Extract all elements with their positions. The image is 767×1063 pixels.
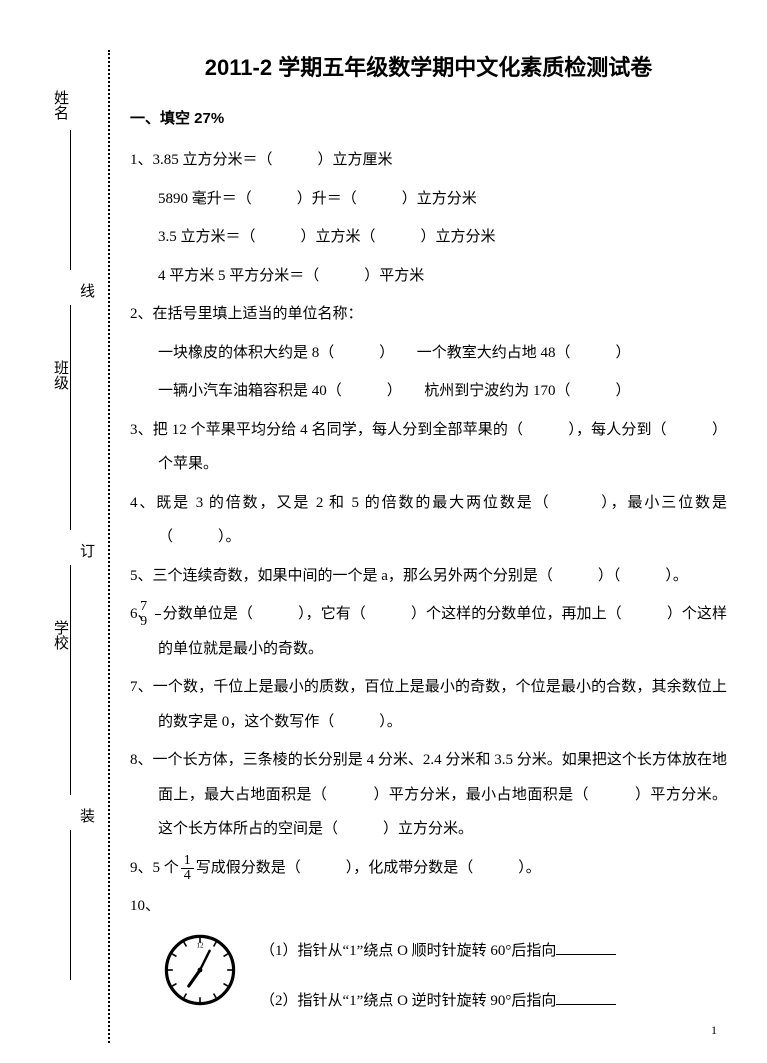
binding-class-line — [70, 400, 72, 530]
page-number: 1 — [711, 1023, 717, 1038]
q3-text: 3、把 12 个苹果平均分给 4 名同学，每人分到全部苹果的（ ），每人分到（ … — [130, 413, 727, 482]
q9-pre: 9、5 个 — [130, 860, 179, 876]
q5: 5、三个连续奇数，如果中间的一个是 a，那么另外两个分别是（ ）（ ）。 — [130, 559, 727, 594]
binding-ding: 订 — [80, 540, 95, 561]
q3: 3、把 12 个苹果平均分给 4 名同学，每人分到全部苹果的（ ），每人分到（ … — [130, 413, 727, 482]
q10-body: 12 （1）指针从“1”绕点 O 顺时针旋转 60°后指向 （2）指针从“1”绕… — [130, 930, 727, 1036]
q4: 4、既是 3 的倍数，又是 2 和 5 的倍数的最大两位数是（ ），最小三位数是… — [130, 486, 727, 555]
binding-class-label: 班级 — [50, 360, 71, 390]
q6-fraction: 79 — [155, 600, 161, 629]
q10-sub1: （1）指针从“1”绕点 O 顺时针旋转 60°后指向 — [260, 936, 727, 966]
page-content: 2011-2 学期五年级数学期中文化素质检测试卷 一、填空 27% 1、3.85… — [130, 50, 727, 1036]
q10-sub1-blank — [556, 940, 616, 955]
q10-subquestions: （1）指针从“1”绕点 O 顺时针旋转 60°后指向 （2）指针从“1”绕点 O… — [260, 930, 727, 1036]
q9-fraction: 14 — [181, 854, 194, 883]
q6-post: 分数单位是（ ），它有（ ）个这样的分数单位，再加上（ ）个这样的单位就是最小的… — [158, 606, 727, 657]
q9-frac-den: 4 — [181, 869, 194, 883]
q10-sub1-text: （1）指针从“1”绕点 O 顺时针旋转 60°后指向 — [260, 943, 556, 959]
q8-text: 8、一个长方体，三条棱的长分别是 4 分米、2.4 分米和 3.5 分米。如果把… — [130, 743, 727, 847]
q1-line4: 4 平方米 5 平方分米＝（ ）平方米 — [130, 259, 727, 294]
exam-title: 2011-2 学期五年级数学期中文化素质检测试卷 — [130, 50, 727, 82]
q10-sub2-text: （2）指针从“1”绕点 O 逆时针旋转 90°后指向 — [260, 993, 556, 1009]
q9: 9、5 个14写成假分数是（ ），化成带分数是（ ）。 — [130, 851, 727, 886]
q10-head: 10、 — [130, 889, 727, 924]
binding-xian: 线 — [80, 280, 95, 301]
q7: 7、一个数，千位上是最小的质数，百位上是最小的奇数，个位是最小的合数，其余数位上… — [130, 670, 727, 739]
q7-text: 7、一个数，千位上是最小的质数，百位上是最小的奇数，个位是最小的合数，其余数位上… — [130, 670, 727, 739]
q6-frac-num: 7 — [155, 600, 161, 615]
q2-head: 2、在括号里填上适当的单位名称： — [130, 297, 727, 332]
q1-line3: 3.5 立方米＝（ ）立方米（ ）立方分米 — [130, 220, 727, 255]
q2-line2: 一辆小汽车油箱容积是 40（ ） 杭州到宁波约为 170（ ） — [130, 374, 727, 409]
binding-school-line — [70, 665, 72, 795]
binding-name-line — [70, 130, 72, 270]
q9-frac-num: 1 — [181, 854, 194, 869]
q4-text: 4、既是 3 的倍数，又是 2 和 5 的倍数的最大两位数是（ ），最小三位数是… — [130, 486, 727, 555]
binding-dash-3 — [70, 830, 72, 980]
q8: 8、一个长方体，三条棱的长分别是 4 分米、2.4 分米和 3.5 分米。如果把… — [130, 743, 727, 847]
svg-text:12: 12 — [196, 941, 204, 949]
q2-line1: 一块橡皮的体积大约是 8（ ） 一个教室大约占地 48（ ） — [130, 336, 727, 371]
binding-zhuang: 装 — [80, 805, 95, 826]
q9-post: 写成假分数是（ ），化成带分数是（ ）。 — [196, 860, 541, 876]
binding-name-label: 姓名 — [50, 90, 71, 120]
binding-school-label: 学校 — [50, 620, 71, 650]
section-1-heading: 一、填空 27% — [130, 107, 727, 128]
q10-sub2-blank — [556, 990, 616, 1005]
q6: 6、79分数单位是（ ），它有（ ）个这样的分数单位，再加上（ ）个这样的单位就… — [130, 597, 727, 666]
q10-sub2: （2）指针从“1”绕点 O 逆时针旋转 90°后指向 — [260, 986, 727, 1016]
q1-line2: 5890 毫升＝（ ）升＝（ ）立方分米 — [130, 182, 727, 217]
clock-icon: 12 — [160, 930, 240, 1010]
q1-line1: 1、3.85 立方分米＝（ ）立方厘米 — [130, 143, 727, 178]
binding-edge: 姓名 线 班级 订 学校 装 — [20, 50, 110, 1043]
q6-frac-den: 9 — [155, 615, 161, 629]
